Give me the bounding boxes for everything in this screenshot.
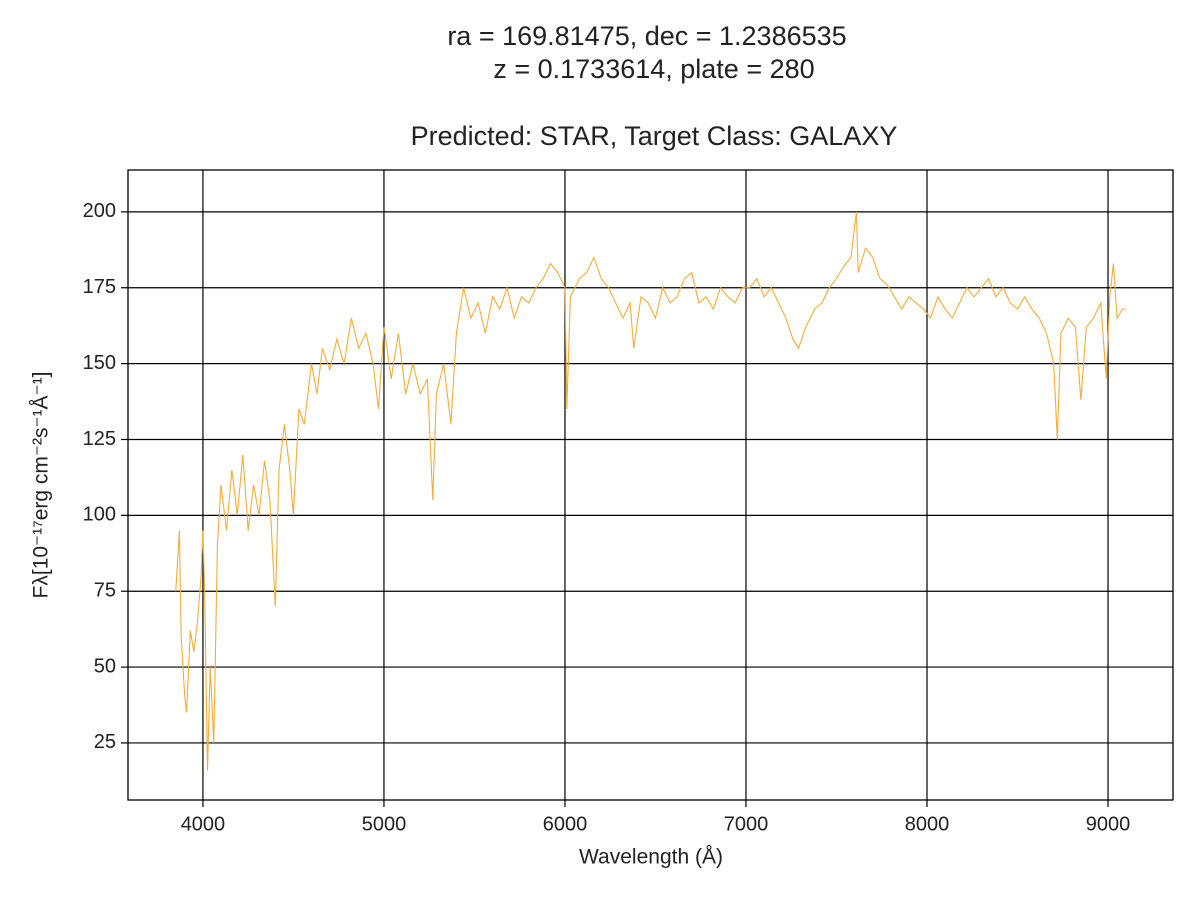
y-tick-label: 75 [94,579,116,601]
y-axis-label: Fλ[10⁻¹⁷erg cm⁻²s⁻¹Å⁻¹] [30,372,53,599]
x-tick-label: 5000 [362,813,407,835]
x-tick-label: 7000 [724,813,769,835]
y-tick-label: 25 [94,731,116,753]
suptitle: z = 0.1733614, plate = 280 [493,54,814,84]
suptitle: ra = 169.81475, dec = 1.2386535 [447,21,846,51]
y-tick-label: 200 [83,200,116,222]
chart-title: Predicted: STAR, Target Class: GALAXY [411,121,898,151]
spectrum-line [175,211,1127,771]
x-tick-label: 8000 [905,813,950,835]
y-tick-label: 100 [83,504,116,526]
x-tick-label: 9000 [1086,813,1131,835]
x-tick-label: 4000 [181,813,226,835]
y-tick-label: 175 [83,276,116,298]
x-tick-label: 6000 [543,813,588,835]
plot-frame [127,169,1174,801]
y-tick-label: 50 [94,655,116,677]
y-tick-label: 150 [83,352,116,374]
y-tick-label: 125 [83,428,116,450]
x-axis-label: Wavelength (Å) [579,846,723,869]
